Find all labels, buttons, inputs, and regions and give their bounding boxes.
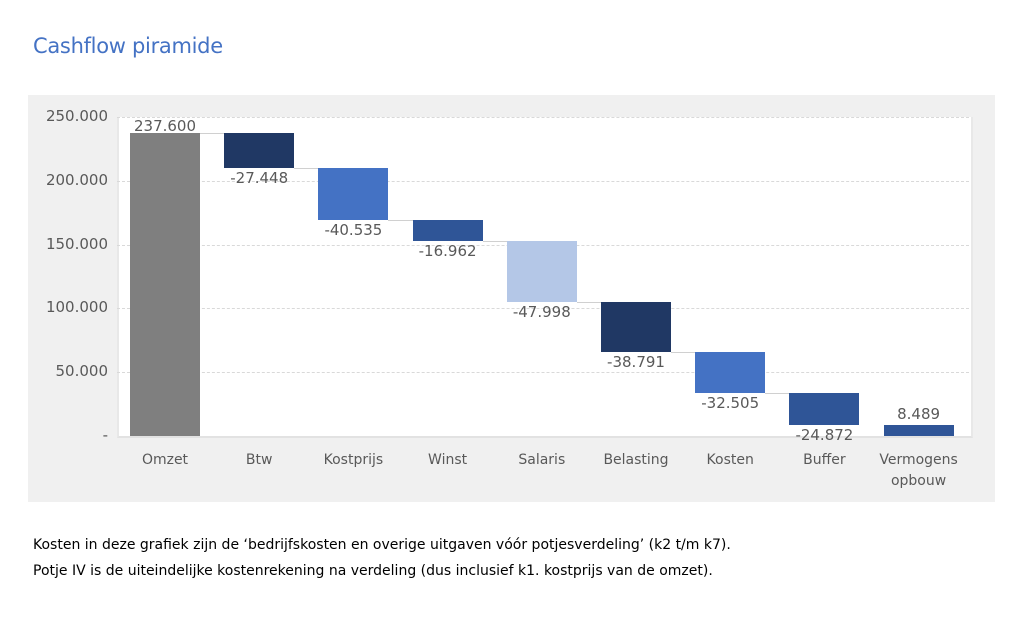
connector-line	[482, 241, 507, 243]
y-axis-tick-label: 50.000	[55, 362, 109, 381]
x-axis-category-label: Vermogens opbouw	[879, 452, 958, 489]
bar-vermogens-opbouw	[883, 425, 954, 436]
bar-belasting	[601, 302, 671, 352]
x-axis-category-label: Kostprijs	[323, 452, 384, 468]
y-axis-tick-label: 100.000	[45, 298, 108, 317]
x-axis-category-label: Buffer	[803, 452, 846, 468]
gridline	[117, 117, 969, 118]
bar-buffer	[789, 393, 860, 426]
data-label: 8.489	[897, 405, 941, 424]
x-axis-category-label: Kosten	[706, 452, 754, 468]
connector-line	[294, 167, 319, 169]
connector-line	[388, 219, 413, 221]
bar-btw	[224, 132, 295, 168]
connector-line	[765, 393, 790, 395]
data-label: 237.600	[133, 116, 197, 135]
x-axis-category-label: Winst	[428, 452, 468, 468]
footnote-potje-iv: Potje IV is de uiteindelijke kostenreken…	[33, 563, 713, 579]
data-label: -38.791	[607, 352, 665, 371]
data-label: -16.962	[418, 242, 477, 261]
y-axis-tick-label: 200.000	[45, 170, 108, 189]
data-label: -32.505	[701, 394, 760, 413]
footnote-kosten: Kosten in deze grafiek zijn de ‘bedrijfs…	[33, 537, 731, 553]
bar-kostprijs	[318, 167, 389, 220]
connector-line	[671, 351, 696, 353]
page-title: Cashflow piramide	[33, 34, 223, 58]
gridline	[117, 180, 969, 182]
connector-line	[576, 302, 601, 304]
y-axis-tick-label: 250.000	[45, 107, 108, 125]
gridline	[117, 372, 969, 374]
y-axis-tick-label: -	[102, 426, 108, 444]
gridline	[117, 308, 969, 310]
bar-omzet	[130, 132, 200, 436]
bar-winst	[412, 219, 483, 242]
bar-salaris	[506, 241, 577, 303]
x-axis-category-label: Belasting	[603, 452, 669, 468]
bar-kosten	[695, 351, 766, 394]
data-label: -40.535	[324, 220, 383, 239]
connector-line	[200, 132, 225, 134]
x-axis-category-label: Salaris	[518, 452, 566, 468]
data-label: -27.448	[230, 168, 289, 187]
x-axis-category-label: Omzet	[141, 452, 189, 468]
x-axis-category-label: Btw	[245, 452, 273, 468]
y-axis-tick-label: 150.000	[45, 234, 108, 253]
data-label: -47.998	[512, 303, 571, 322]
data-label: -24.872	[795, 426, 854, 445]
